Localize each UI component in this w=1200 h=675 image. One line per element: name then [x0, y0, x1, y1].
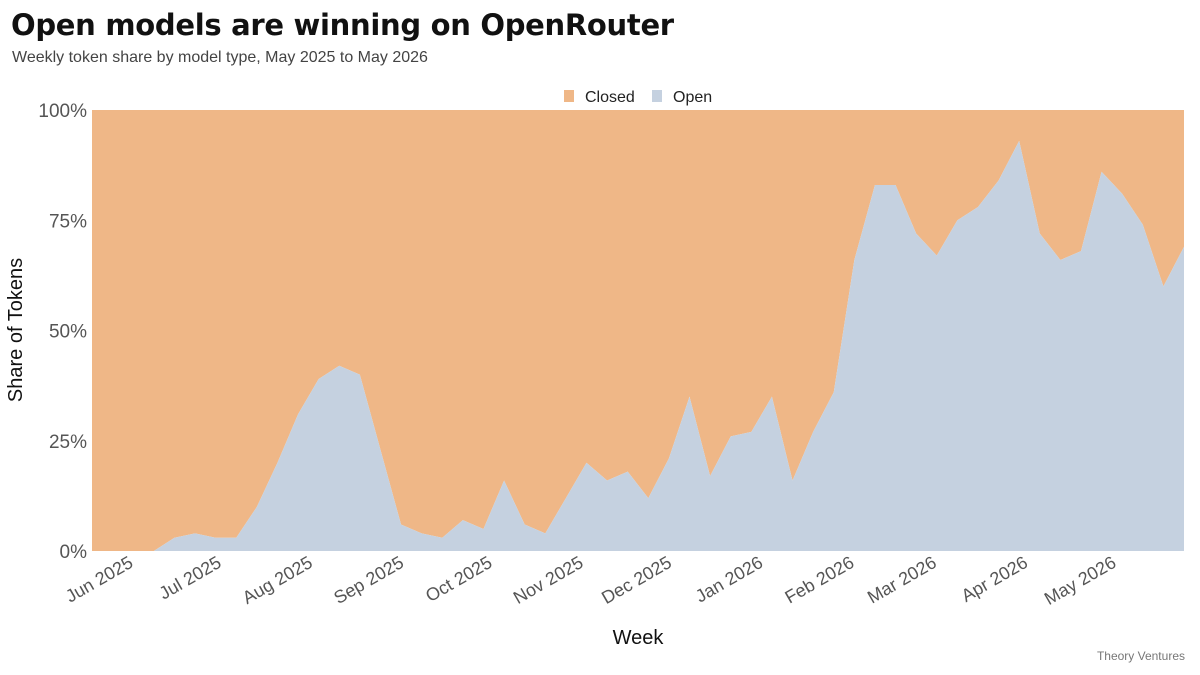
x-tick-label: Apr 2026 [958, 552, 1031, 606]
y-tick-label: 75% [49, 211, 87, 232]
x-tick-label: Oct 2025 [422, 552, 495, 606]
chart-subtitle: Weekly token share by model type, May 20… [12, 49, 428, 66]
legend-label-open: Open [673, 89, 712, 106]
y-tick-label: 25% [49, 432, 87, 453]
legend-label-closed: Closed [585, 89, 635, 106]
x-tick-label: Aug 2025 [239, 552, 316, 608]
y-axis-label: Share of Tokens [5, 258, 27, 402]
x-tick-label: Jul 2025 [156, 552, 225, 603]
series-area-open [92, 140, 1184, 551]
x-tick-label: Nov 2025 [510, 552, 587, 608]
legend-swatch-open [652, 90, 662, 102]
legend: Closed Open [564, 89, 712, 106]
chart-title: Open models are winning on OpenRouter [11, 8, 674, 42]
x-tick-label: Feb 2026 [782, 552, 858, 607]
x-tick-label: Mar 2026 [864, 552, 940, 607]
y-tick-label: 0% [60, 542, 88, 563]
x-tick-label: Jan 2026 [692, 552, 766, 606]
y-tick-label: 100% [38, 101, 87, 122]
series-area-closed [92, 110, 1184, 551]
x-axis-label: Week [613, 627, 665, 649]
x-tick-label: May 2026 [1041, 552, 1119, 609]
x-tick-label: Sep 2025 [330, 552, 407, 608]
y-tick-label: 50% [49, 322, 87, 343]
source-credit: Theory Ventures [1096, 649, 1185, 663]
x-tick-label: Dec 2025 [598, 552, 675, 608]
legend-swatch-closed [564, 90, 574, 102]
